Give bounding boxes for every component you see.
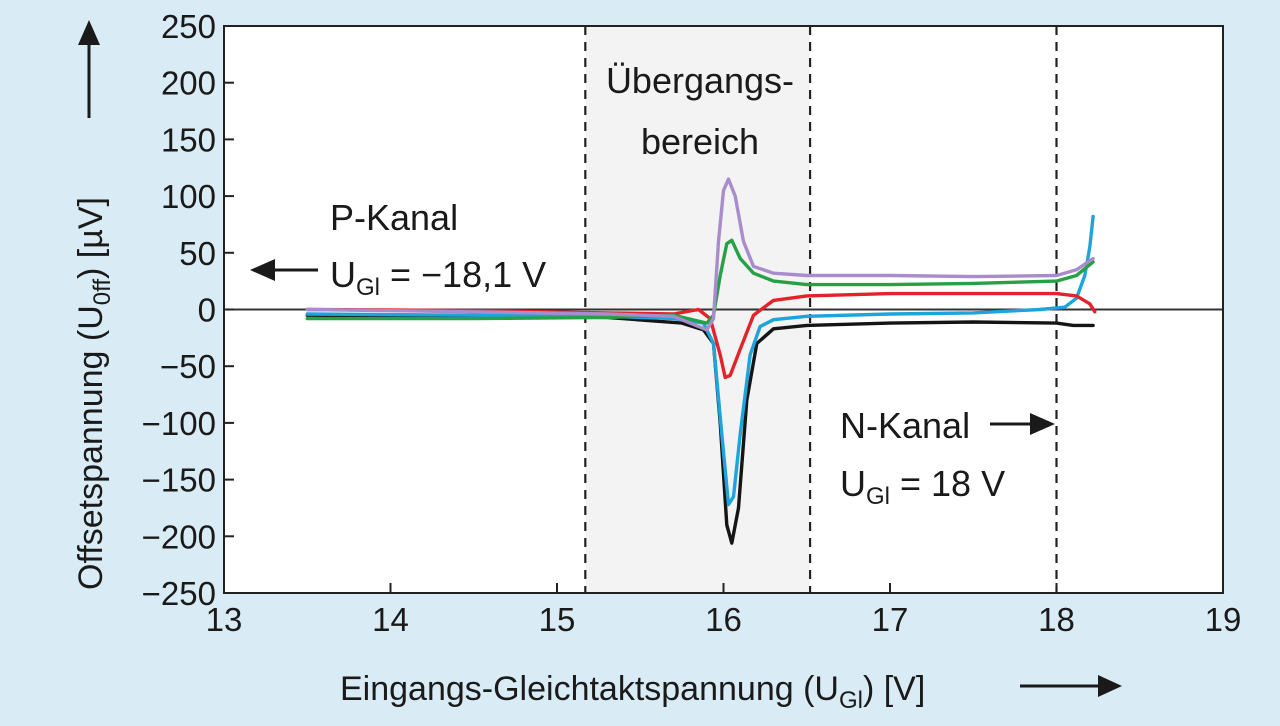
n-channel-arrow (990, 413, 1055, 435)
x-tick-label: 13 (206, 601, 243, 638)
x-axis-arrow (1020, 675, 1122, 697)
y-tick-label: −50 (160, 348, 216, 385)
x-tick-label: 16 (705, 601, 742, 638)
y-tick-label: 50 (179, 235, 216, 272)
y-tick-label: 150 (161, 121, 216, 158)
x-axis: 13 14 15 16 17 18 19 (206, 583, 1242, 638)
y-axis: 250 200 150 100 50 0 −50 −100 −150 −200 −250 (142, 8, 234, 612)
y-tick-label: 0 (198, 292, 216, 329)
x-tick-label: 19 (1205, 601, 1242, 638)
y-tick-label: 250 (161, 8, 216, 45)
p-channel-label: P-Kanal (330, 197, 458, 238)
y-tick-label: −150 (142, 462, 216, 499)
transition-region-label-line1: Übergangs- (606, 60, 794, 101)
series-layer (305, 177, 1097, 545)
y-tick-label: −100 (142, 405, 216, 442)
y-axis-arrow (78, 20, 100, 118)
y-tick-label: 100 (161, 178, 216, 215)
x-tick-label: 18 (1038, 601, 1075, 638)
x-tick-label: 17 (872, 601, 909, 638)
x-tick-label: 15 (539, 601, 576, 638)
y-axis-title: Offsetspannung (U0ff) [µV] (72, 197, 116, 590)
n-channel-label: N-Kanal (840, 405, 970, 446)
x-tick-label: 14 (372, 601, 409, 638)
n-channel-voltage: UGl = 18 V (840, 463, 1005, 510)
series-line-black (305, 313, 1095, 545)
y-tick-label: 200 (161, 65, 216, 102)
x-axis-title: Eingangs-Gleichtaktspannung (UGl) [V] (340, 670, 925, 714)
series-line-purple (305, 177, 1095, 332)
y-tick-label: −200 (142, 518, 216, 555)
vertical-markers (584, 26, 1058, 593)
p-channel-voltage: UGl = −18,1 V (330, 254, 546, 301)
y-tick-label: −250 (142, 575, 216, 612)
transition-region-label-line2: bereich (641, 121, 759, 162)
p-channel-arrow (250, 259, 318, 281)
